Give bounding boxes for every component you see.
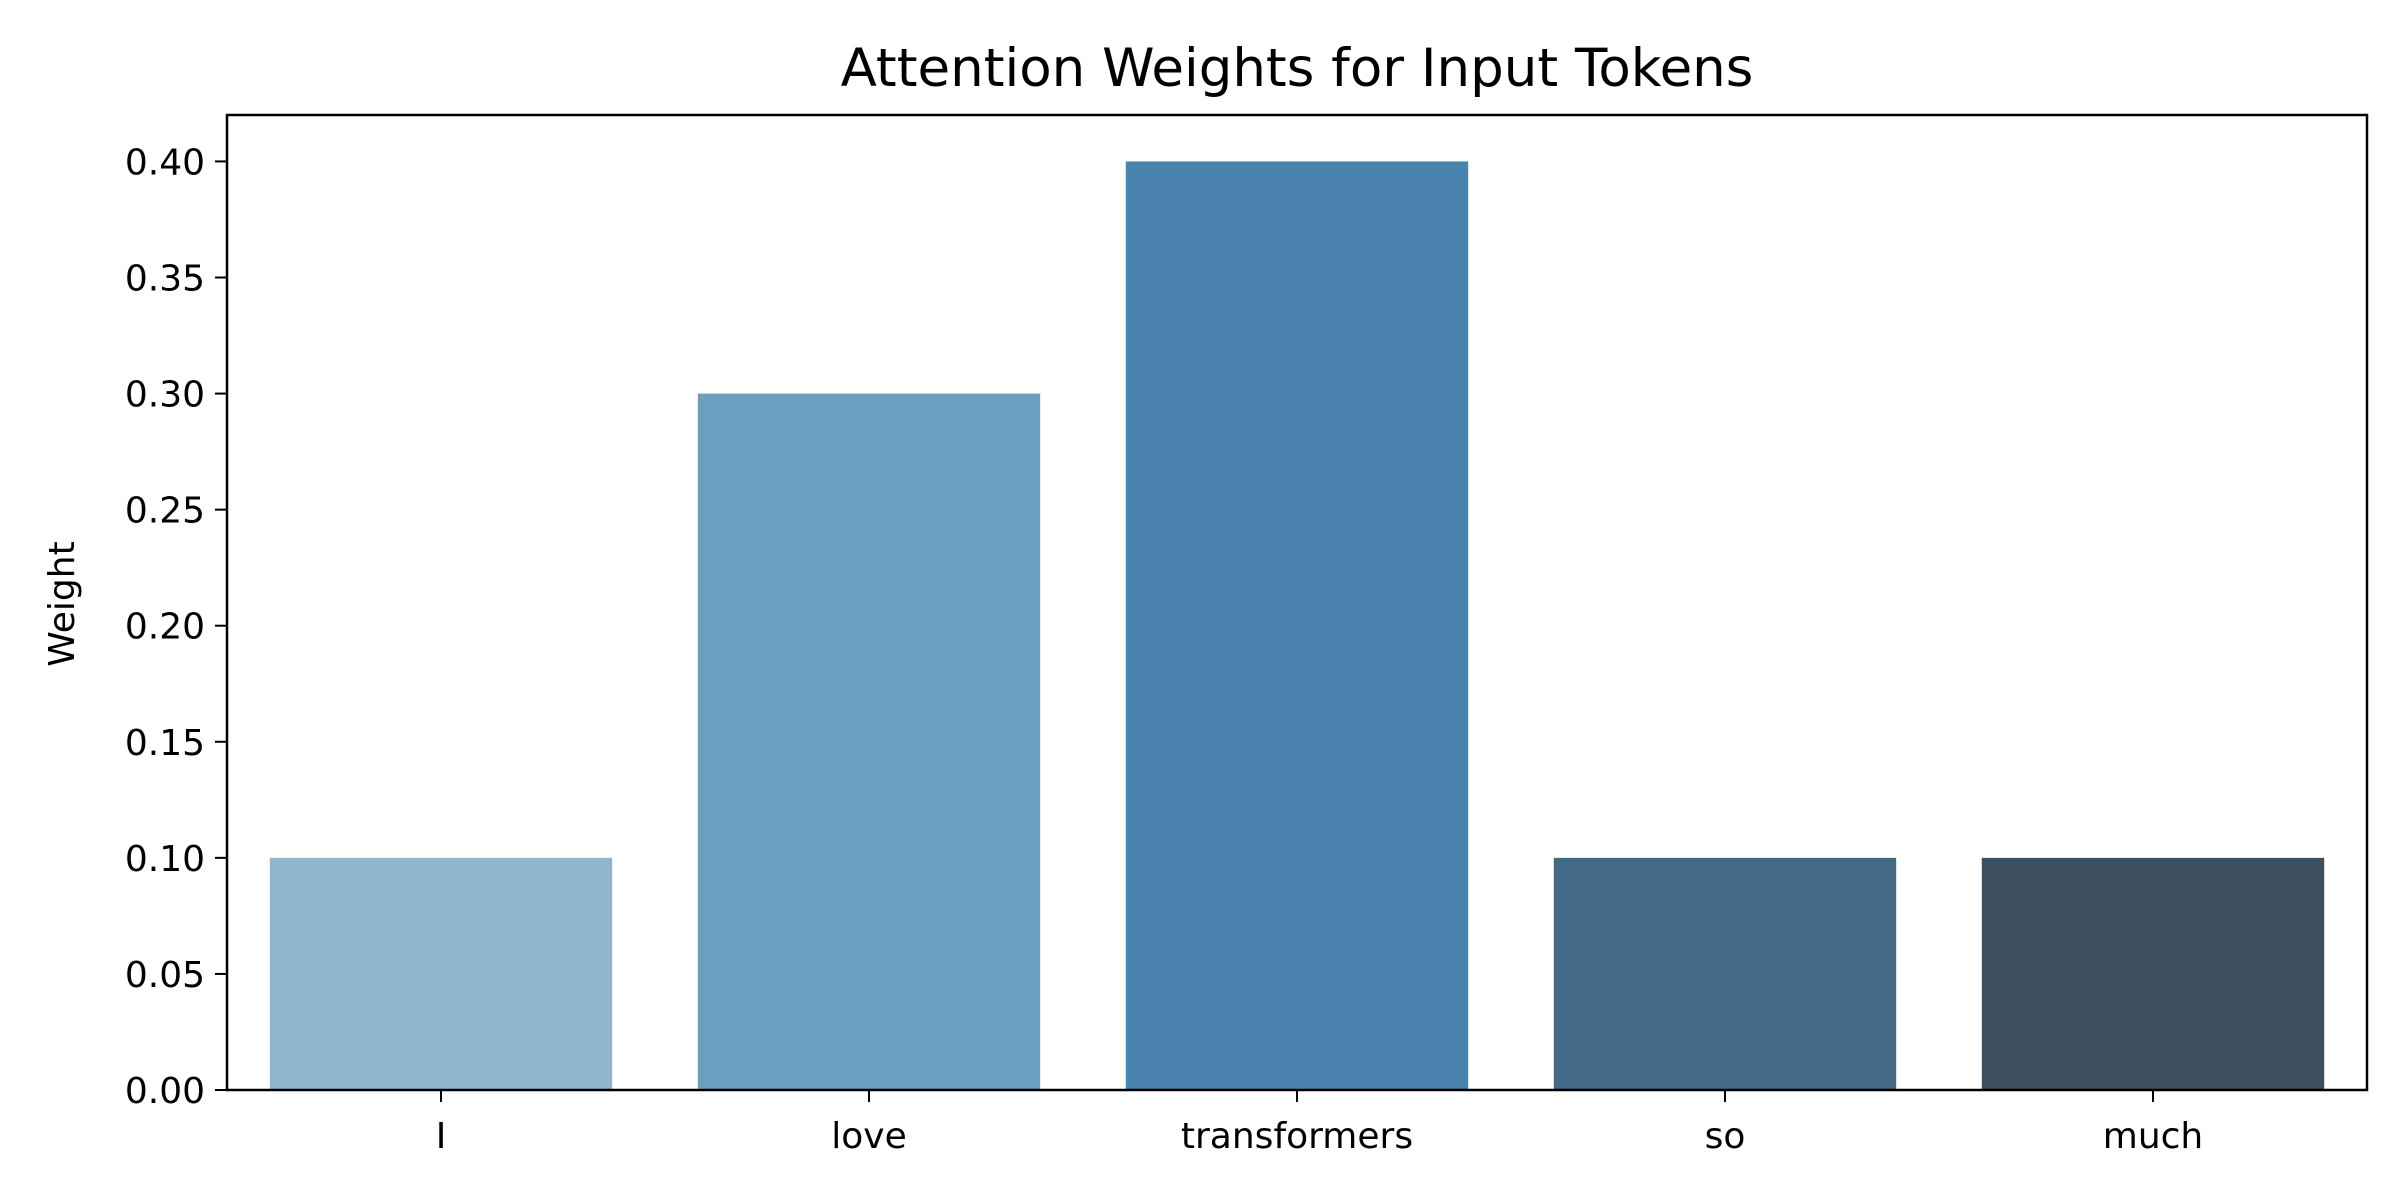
y-axis-label: Weight xyxy=(42,541,83,666)
x-tick-label: transformers xyxy=(1181,1116,1413,1157)
y-tick-label: 0.30 xyxy=(125,375,205,416)
bar-transformers xyxy=(1125,161,1469,1090)
y-tick-label: 0.35 xyxy=(125,259,205,300)
y-tick-label: 0.10 xyxy=(125,839,205,880)
bar-so xyxy=(1553,857,1897,1090)
y-tick-label: 0.15 xyxy=(125,723,205,764)
y-tick-label: 0.05 xyxy=(125,955,205,996)
chart-title: Attention Weights for Input Tokens xyxy=(841,38,1754,99)
bar-love xyxy=(697,393,1041,1091)
bar-much xyxy=(1981,857,2325,1090)
y-axis: 0.00 0.05 0.10 0.15 0.20 0.25 0.30 0.35 0.40 xyxy=(125,142,227,1112)
y-tick-label: 0.25 xyxy=(125,491,205,532)
x-tick-label: I xyxy=(436,1116,447,1157)
y-tick-label: 0.20 xyxy=(125,607,205,648)
bar-I xyxy=(269,857,613,1090)
y-tick-label: 0.00 xyxy=(125,1071,205,1112)
bars-layer xyxy=(269,161,2325,1091)
x-tick-label: much xyxy=(2103,1116,2204,1157)
x-tick-label: so xyxy=(1705,1116,1746,1157)
y-tick-label: 0.40 xyxy=(125,142,205,183)
plot-frame xyxy=(225,113,2369,1092)
x-tick-label: love xyxy=(831,1116,906,1157)
